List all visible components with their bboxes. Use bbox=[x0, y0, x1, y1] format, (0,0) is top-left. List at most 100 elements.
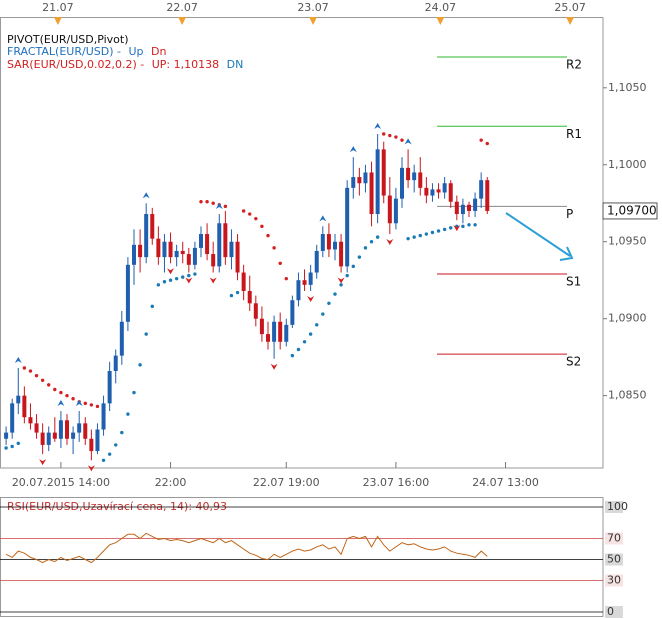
arrow-head bbox=[559, 246, 574, 261]
sar-dot bbox=[345, 273, 349, 278]
candle-body bbox=[156, 238, 161, 258]
last-price-box bbox=[602, 202, 658, 220]
sar-dot bbox=[467, 223, 471, 227]
candle-body bbox=[479, 180, 484, 199]
sar-dot bbox=[321, 312, 325, 316]
rsi-tick-label: 100 bbox=[607, 500, 628, 513]
sar-dot bbox=[22, 366, 27, 370]
forecast-arrow bbox=[505, 212, 574, 261]
sar-dot bbox=[211, 201, 215, 205]
sar-dot bbox=[302, 340, 307, 344]
candle-body bbox=[211, 254, 216, 267]
candle-body bbox=[460, 204, 465, 215]
sar-dot bbox=[199, 200, 203, 204]
candle-body bbox=[473, 198, 478, 211]
candle-body bbox=[412, 172, 417, 181]
sar-dot bbox=[412, 235, 416, 239]
sar-dot bbox=[449, 226, 453, 230]
sar-dot bbox=[266, 233, 270, 238]
day-label: 22.07 bbox=[166, 1, 198, 14]
candle-body bbox=[326, 234, 331, 250]
fractal-down bbox=[209, 277, 217, 284]
candle-body bbox=[168, 241, 173, 258]
fractal-up bbox=[57, 400, 65, 407]
rsi-panel bbox=[0, 497, 604, 617]
sar-dot bbox=[83, 401, 87, 406]
candle-body bbox=[40, 432, 45, 445]
candle-body bbox=[138, 244, 143, 258]
fractal-up-label: Up bbox=[128, 45, 143, 58]
fractal-up bbox=[404, 138, 412, 145]
x-tick-label: 24.07 13:00 bbox=[472, 476, 539, 489]
sar-dot bbox=[327, 301, 331, 306]
day-marker bbox=[309, 17, 318, 25]
candle-body bbox=[393, 198, 398, 224]
sar-dot bbox=[223, 204, 228, 209]
candle-body bbox=[302, 280, 307, 285]
day-marker bbox=[53, 17, 62, 25]
sar-dot bbox=[150, 304, 154, 309]
sar-dot bbox=[65, 393, 69, 398]
sar-dot bbox=[193, 272, 197, 276]
candle-body bbox=[101, 403, 106, 430]
candle-body bbox=[132, 244, 136, 265]
sar-dot bbox=[89, 403, 94, 407]
sar-legend: SAR(EUR/USD,0.02,0.2) - UP: 1,10138 DN bbox=[7, 58, 243, 71]
fractal-down bbox=[270, 363, 278, 370]
candle-body bbox=[34, 423, 39, 433]
candle-body bbox=[430, 189, 435, 196]
candle-body bbox=[174, 250, 179, 258]
day-marker bbox=[178, 17, 187, 25]
fractal-down bbox=[307, 295, 315, 302]
sar-dot bbox=[272, 246, 276, 250]
candle-body bbox=[247, 290, 252, 304]
candle-body bbox=[205, 234, 210, 255]
y-tick-label: 1,1000 bbox=[608, 158, 647, 171]
sar-dot bbox=[34, 373, 39, 378]
candle-body bbox=[119, 321, 124, 356]
candle-body bbox=[339, 241, 344, 267]
pivot-label: S1 bbox=[566, 275, 581, 289]
candle-body bbox=[296, 280, 301, 301]
sar-dot bbox=[296, 347, 301, 352]
x-tick-label: 22:00 bbox=[155, 476, 187, 489]
candle-body bbox=[125, 264, 130, 322]
sar-dot bbox=[473, 223, 477, 227]
sar-dot bbox=[138, 363, 142, 367]
sar-dot bbox=[424, 232, 429, 236]
candle-body bbox=[314, 250, 319, 273]
price-panel bbox=[0, 17, 604, 469]
fractal-up bbox=[215, 203, 223, 210]
candle-body bbox=[387, 195, 392, 224]
rsi-level-bg bbox=[605, 532, 623, 545]
candle-body bbox=[77, 423, 82, 433]
candle-body bbox=[467, 204, 471, 211]
x-tick-label: 23.07 16:00 bbox=[363, 476, 430, 489]
candle-body bbox=[217, 223, 222, 267]
candle-body bbox=[199, 234, 203, 248]
candle-body bbox=[65, 420, 69, 439]
sar-dot bbox=[400, 138, 404, 142]
day-label: 23.07 bbox=[297, 1, 329, 14]
sar-dot bbox=[436, 229, 441, 233]
candle-body bbox=[357, 177, 362, 184]
candle-body bbox=[223, 223, 228, 258]
x-tick-label: 22.07 19:00 bbox=[253, 476, 320, 489]
sar-dot bbox=[229, 293, 234, 298]
fractal-legend: FRACTAL(EUR/USD) - Up Dn bbox=[7, 45, 166, 58]
sar-dot bbox=[174, 276, 179, 281]
candle-body bbox=[442, 183, 447, 193]
candle-body bbox=[71, 432, 76, 439]
sar-dot bbox=[351, 264, 355, 269]
candle-body bbox=[107, 371, 112, 404]
rsi-tick-label: 0 bbox=[607, 605, 614, 618]
candle-body bbox=[418, 172, 423, 188]
day-label: 25.07 bbox=[554, 1, 586, 14]
candle-body bbox=[308, 272, 313, 285]
fractal-down bbox=[185, 277, 193, 284]
sar-dot bbox=[278, 261, 282, 265]
candle-body bbox=[454, 201, 459, 215]
candle-body bbox=[259, 318, 264, 335]
sar-label: SAR(EUR/USD,0.02,0.2) - bbox=[7, 58, 144, 71]
candle-body bbox=[448, 183, 453, 202]
